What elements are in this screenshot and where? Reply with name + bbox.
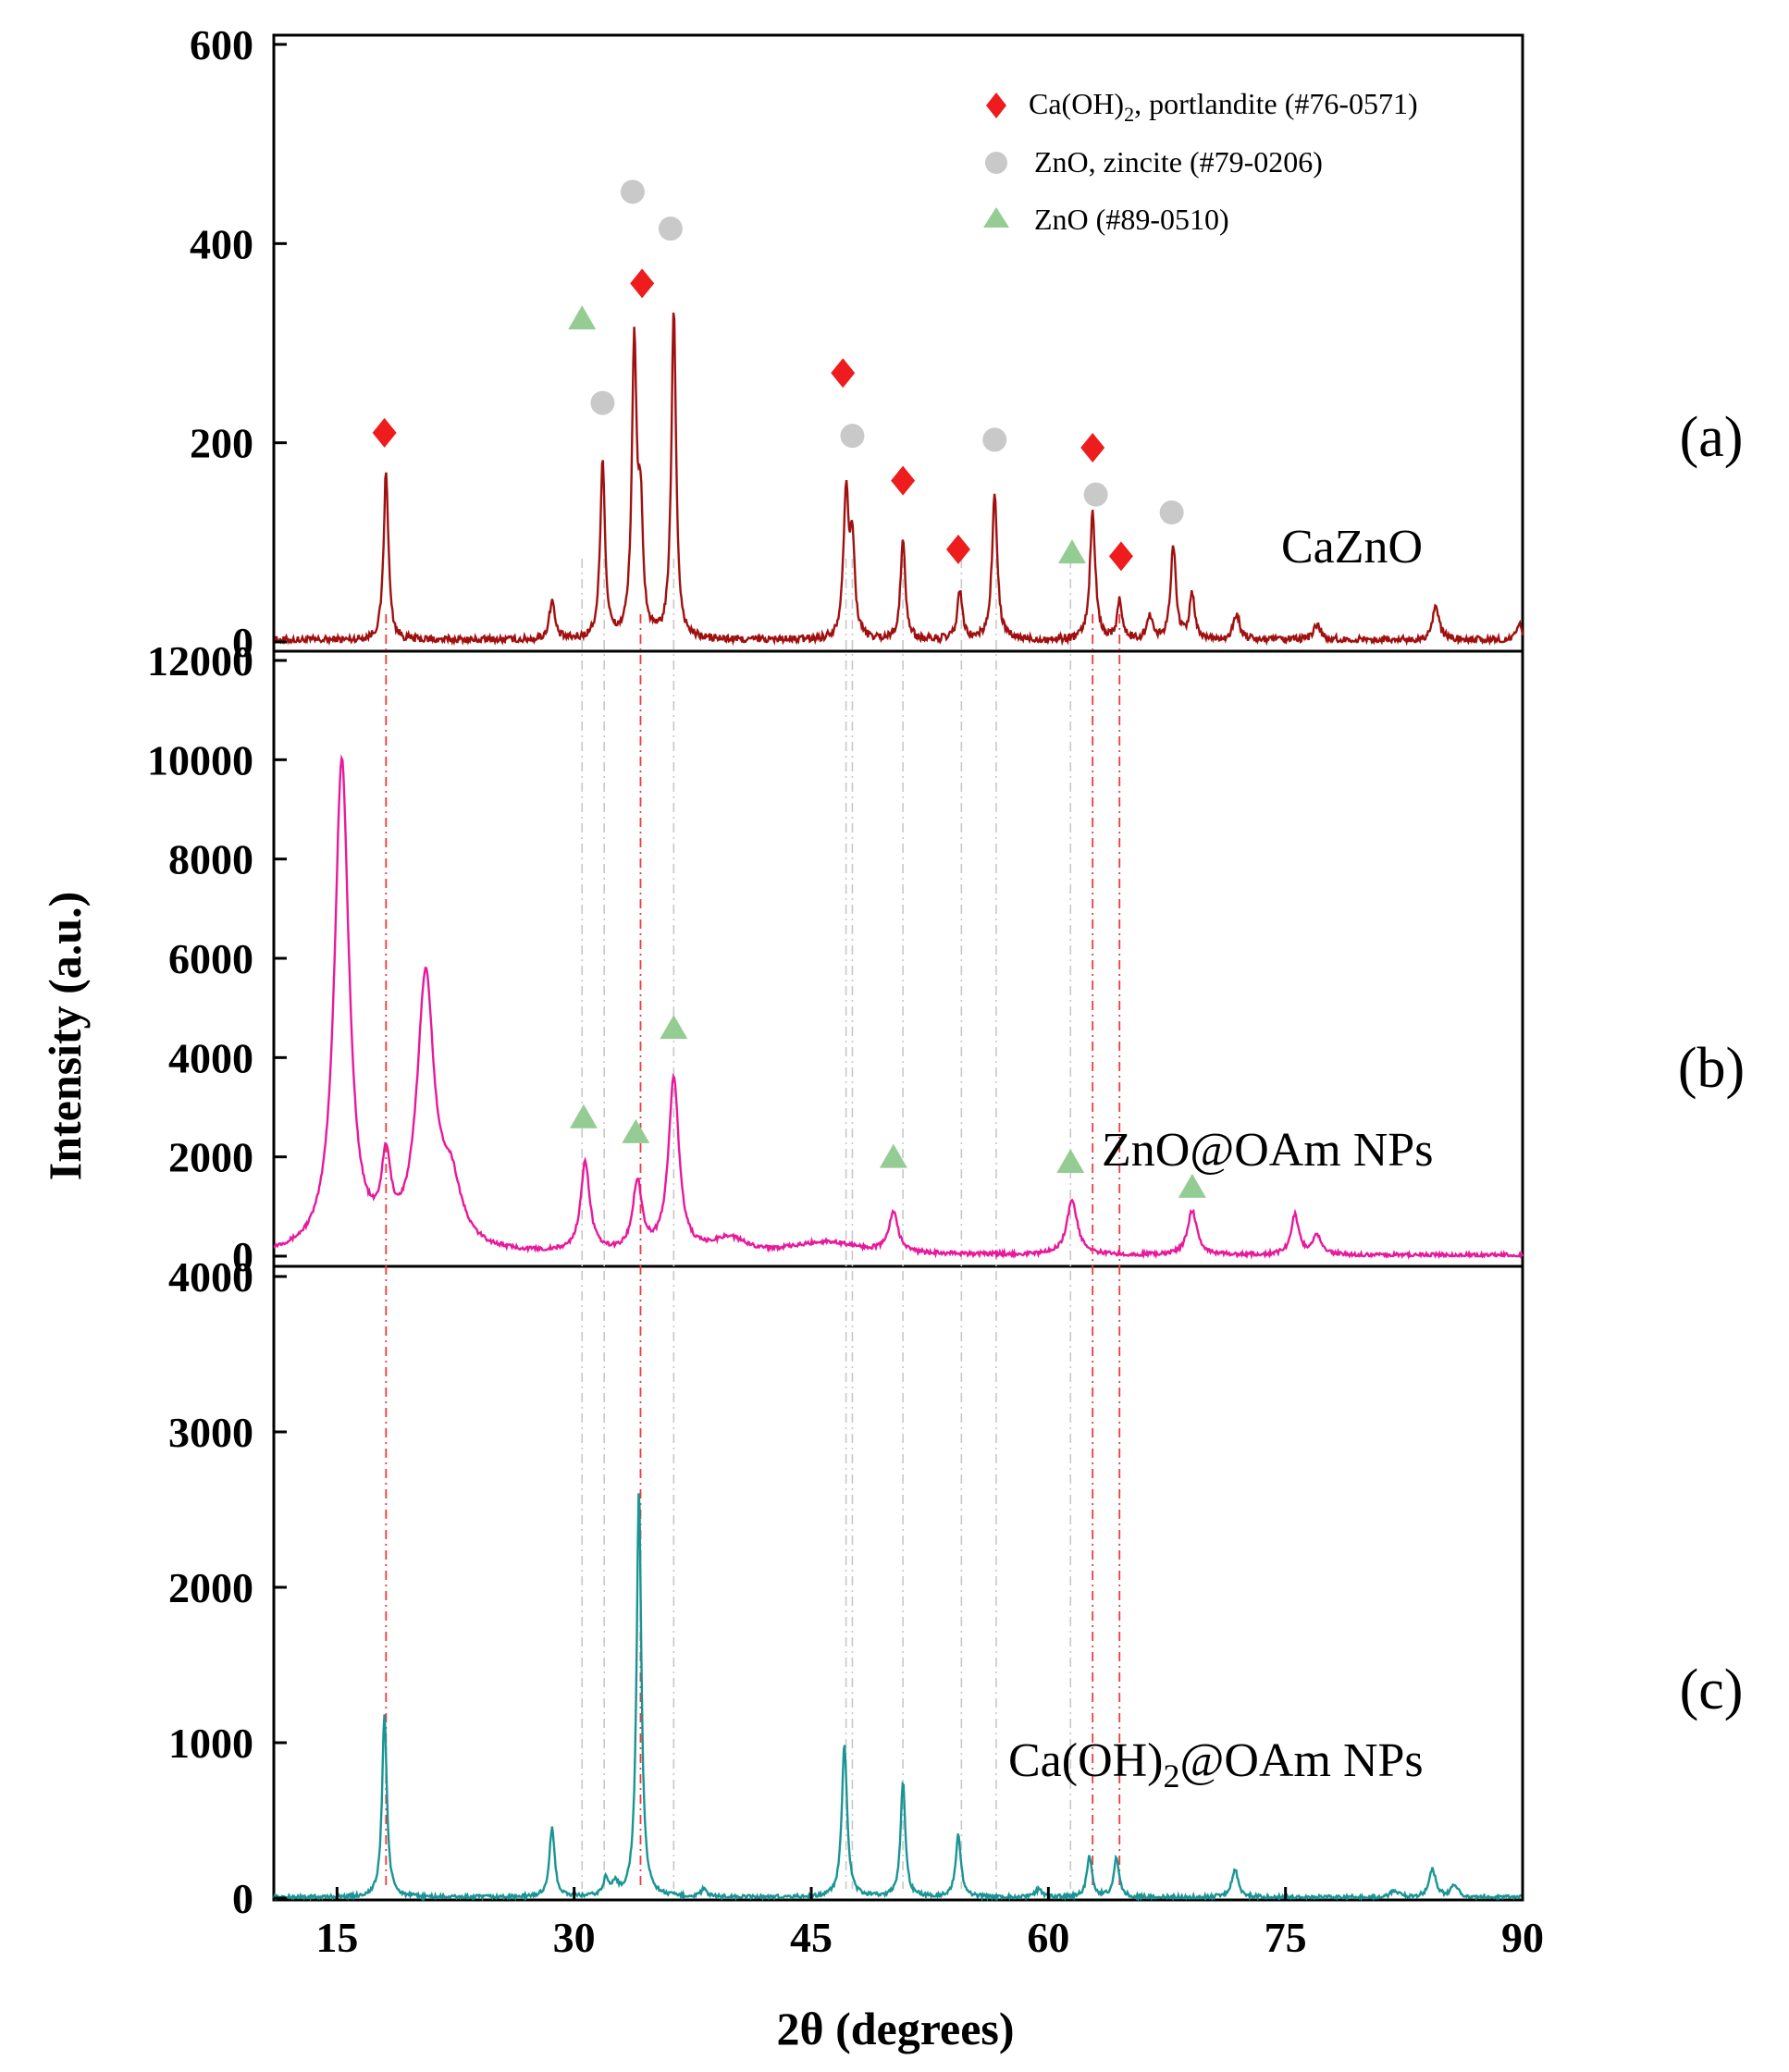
panel-label-c: (c) bbox=[1680, 1659, 1744, 1721]
y-tick-label: 2000 bbox=[168, 1564, 253, 1611]
legend-diamond-icon bbox=[986, 92, 1006, 118]
x-tick-label: 75 bbox=[1265, 1914, 1307, 1961]
zincite-marker bbox=[982, 427, 1007, 452]
peak-markers bbox=[372, 179, 1206, 1198]
zno-marker bbox=[879, 1143, 907, 1168]
portlandite-marker bbox=[891, 465, 916, 496]
sample-label-b: ZnO@OAm NPs bbox=[1102, 1124, 1433, 1177]
y-tick-label: 0 bbox=[232, 619, 253, 666]
legend-entry-zincite: ZnO, zincite (#79-0206) bbox=[1034, 145, 1323, 179]
plot-frame bbox=[272, 33, 1524, 1902]
zno-marker bbox=[1056, 1149, 1085, 1174]
x-tick-label: 60 bbox=[1027, 1914, 1069, 1961]
panel-label-b: (b) bbox=[1678, 1037, 1745, 1100]
legend: Ca(OH)2, portlandite (#76-0571) ZnO, zin… bbox=[983, 87, 1418, 236]
y-tick-label: 200 bbox=[190, 420, 253, 467]
sample-label-a: CaZnO bbox=[1281, 521, 1423, 574]
panel-frames bbox=[272, 33, 1524, 1902]
reference-lines bbox=[385, 559, 1121, 1889]
y-tick-label: 0 bbox=[232, 1875, 253, 1922]
y-tick-label: 3000 bbox=[168, 1409, 253, 1456]
legend-triangle-icon bbox=[983, 207, 1009, 228]
zno-marker bbox=[1057, 539, 1086, 564]
portlandite-marker bbox=[372, 417, 397, 448]
zno-marker bbox=[1178, 1173, 1206, 1198]
y-tick-label: 0 bbox=[232, 1233, 253, 1280]
zincite-marker bbox=[1159, 500, 1184, 525]
x-tick-label: 30 bbox=[553, 1914, 596, 1961]
y-tick-label: 600 bbox=[190, 21, 253, 68]
xrd-curves bbox=[272, 312, 1524, 1903]
y-tick-label: 12000 bbox=[147, 637, 253, 684]
xrd-series-line bbox=[273, 754, 1524, 1260]
axes-ticks: 0200400600020004000600080001000012000010… bbox=[147, 21, 1544, 1961]
y-tick-label: 400 bbox=[190, 220, 253, 267]
zincite-marker bbox=[620, 179, 645, 204]
y-axis-title: Intensity (a.u.) bbox=[39, 892, 91, 1181]
zincite-marker bbox=[658, 216, 683, 241]
legend-entry-portlandite: Ca(OH)2, portlandite (#76-0571) bbox=[1029, 87, 1418, 126]
x-tick-label: 90 bbox=[1501, 1914, 1544, 1961]
portlandite-marker bbox=[1080, 433, 1105, 463]
zincite-marker bbox=[590, 390, 615, 415]
y-tick-label: 10000 bbox=[147, 736, 253, 783]
x-axis-title: 2θ (degrees) bbox=[776, 2003, 1014, 2054]
xrd-series-line bbox=[272, 1493, 1523, 1903]
y-tick-label: 1000 bbox=[168, 1720, 253, 1767]
legend-entry-zno: ZnO (#89-0510) bbox=[1034, 203, 1229, 236]
zno-marker bbox=[660, 1015, 688, 1040]
x-tick-label: 45 bbox=[790, 1914, 833, 1961]
y-tick-label: 6000 bbox=[168, 935, 253, 982]
legend-circle-icon bbox=[985, 152, 1007, 174]
zincite-marker bbox=[840, 424, 865, 449]
xrd-series-line bbox=[273, 312, 1524, 647]
zno-marker bbox=[569, 1104, 598, 1128]
y-tick-label: 2000 bbox=[168, 1134, 253, 1181]
y-tick-label: 8000 bbox=[168, 836, 253, 883]
sample-label-c: Ca(OH)2@OAm NPs bbox=[1008, 1734, 1424, 1794]
portlandite-marker bbox=[1108, 541, 1133, 572]
y-tick-label: 4000 bbox=[168, 1034, 253, 1081]
portlandite-marker bbox=[945, 534, 970, 564]
portlandite-marker bbox=[831, 358, 856, 388]
portlandite-marker bbox=[630, 268, 655, 299]
zno-marker bbox=[568, 305, 597, 330]
panel-label-a: (a) bbox=[1680, 406, 1744, 469]
zno-marker bbox=[622, 1118, 650, 1143]
zincite-marker bbox=[1083, 482, 1108, 507]
x-tick-label: 15 bbox=[315, 1914, 358, 1961]
y-tick-label: 4000 bbox=[168, 1253, 253, 1301]
